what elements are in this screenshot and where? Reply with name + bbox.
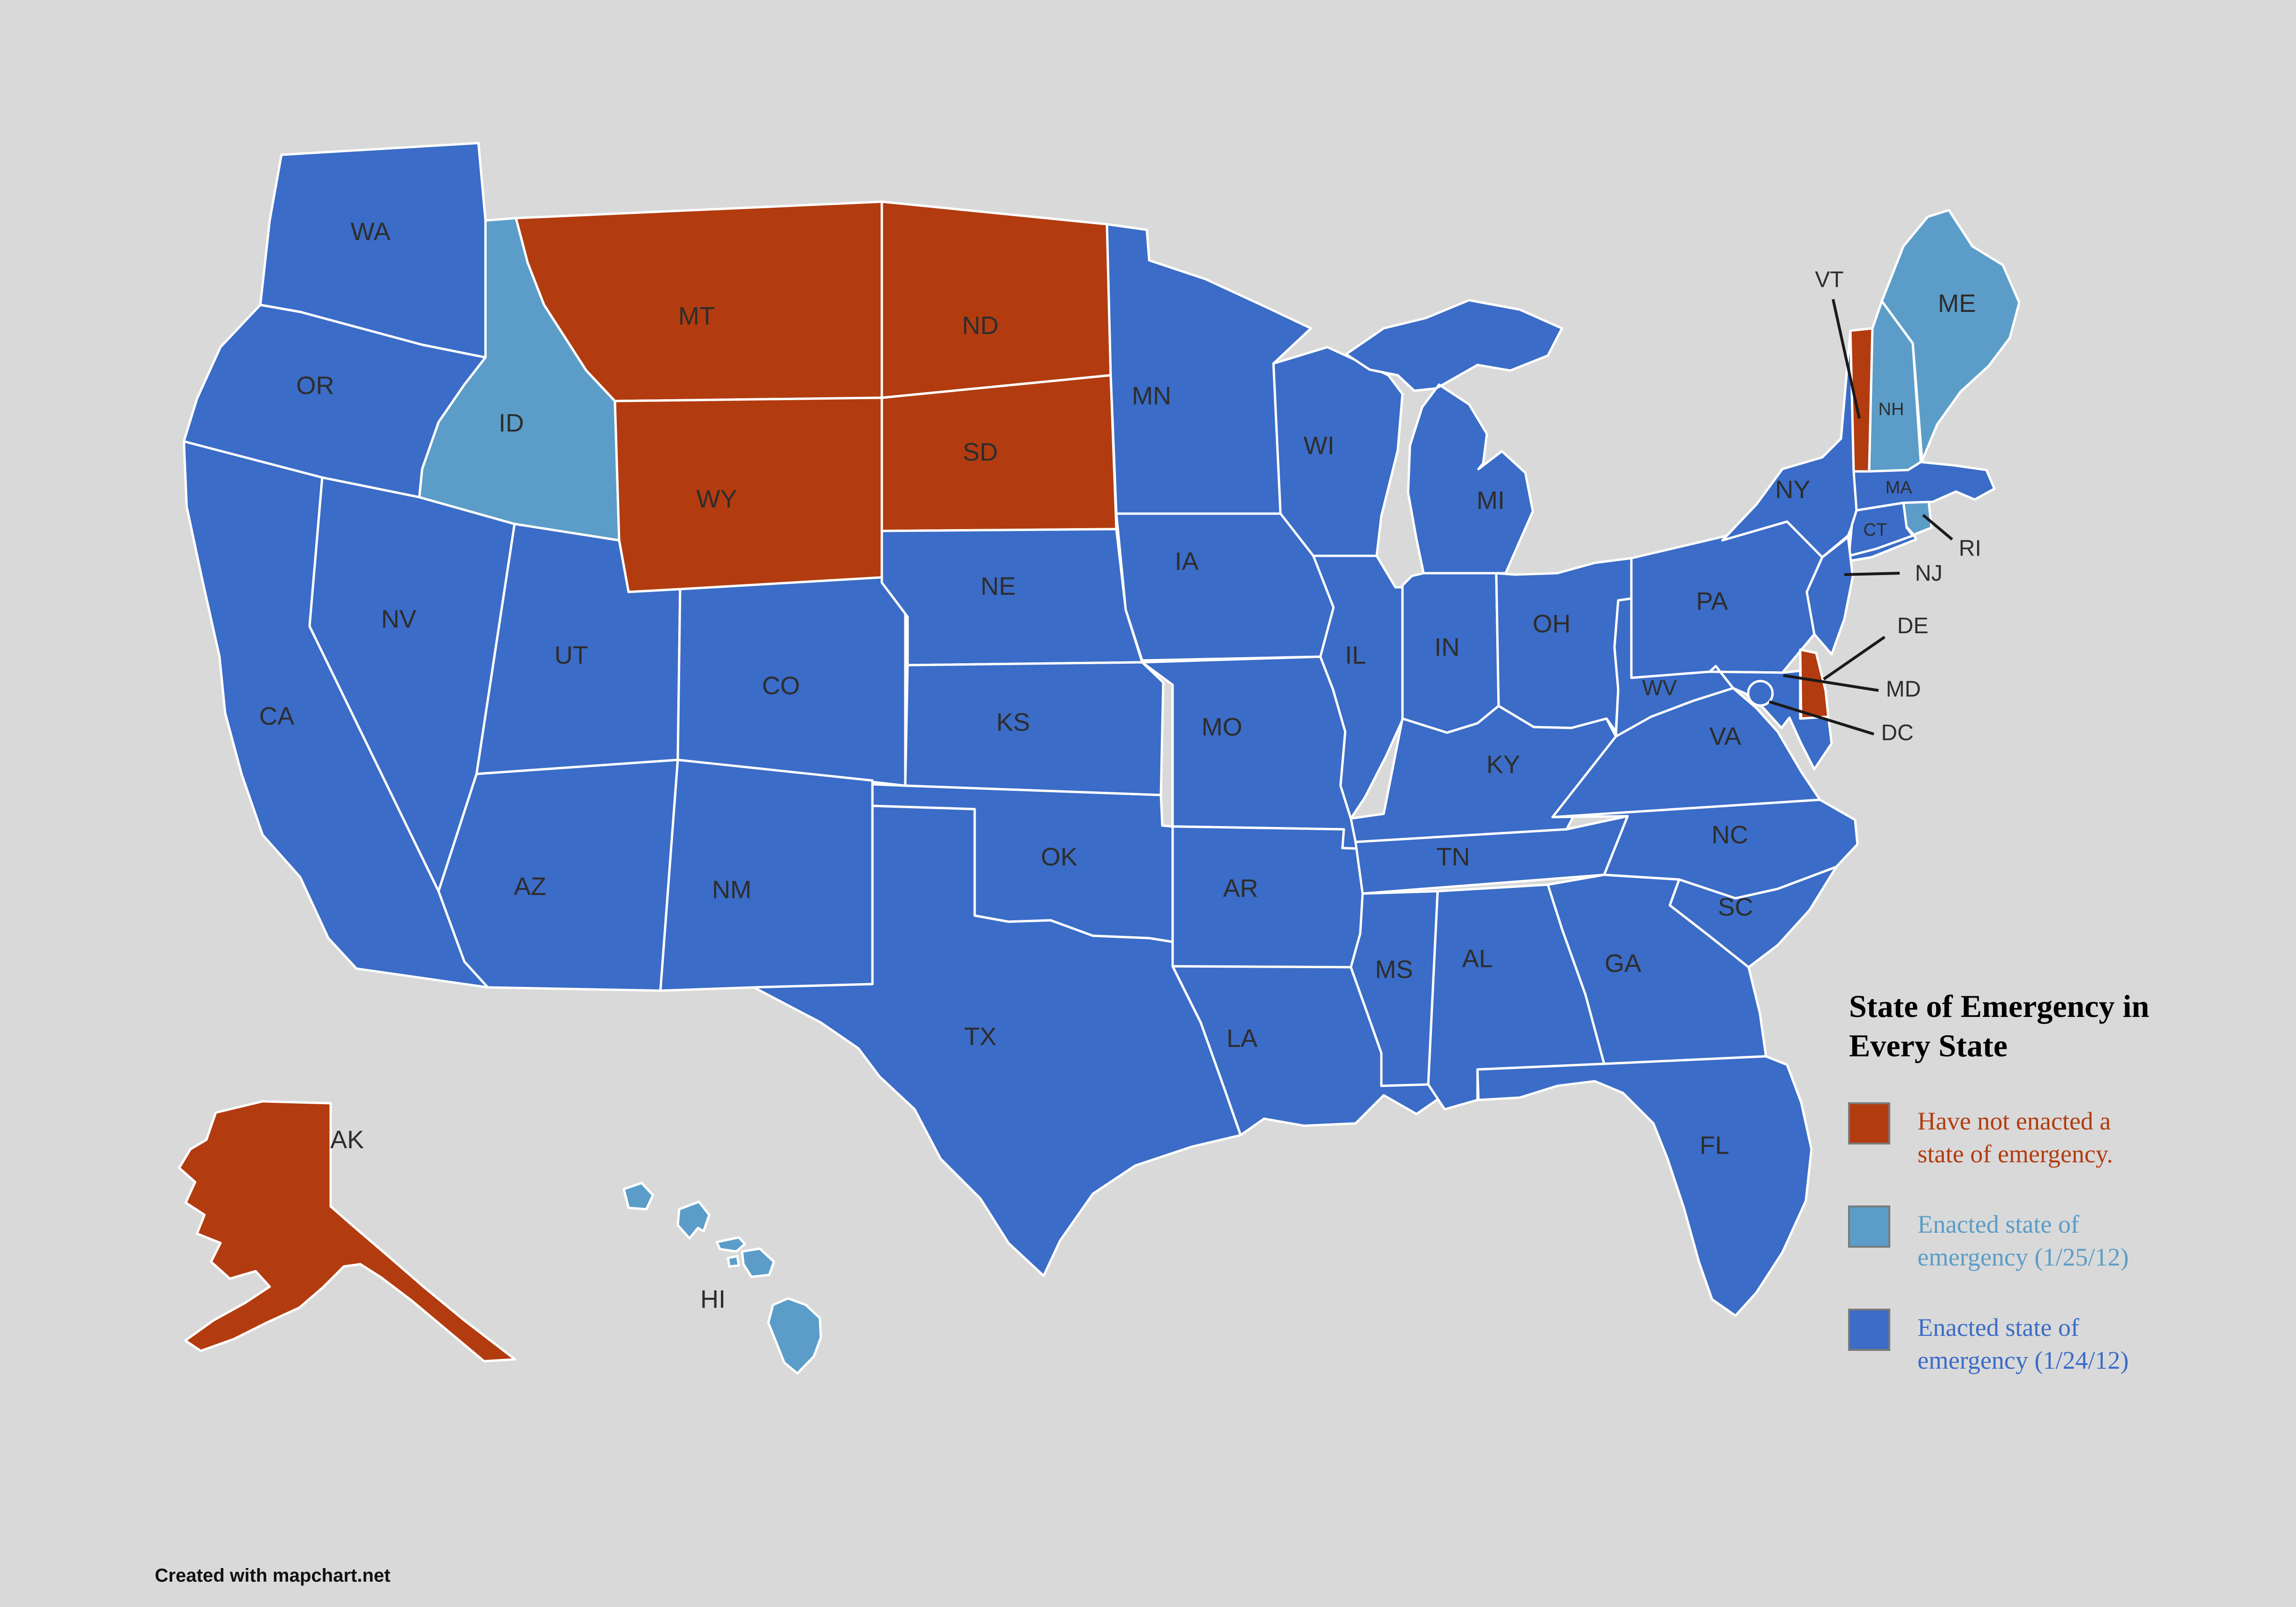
legend-title-line1: State of Emergency in — [1849, 988, 2149, 1024]
state-label-WI: WI — [1303, 432, 1334, 460]
state-NM[interactable] — [659, 758, 874, 992]
state-label-MO: MO — [1202, 713, 1243, 741]
state-DC[interactable] — [1747, 680, 1774, 707]
callout-label-DC: DC — [1881, 720, 1913, 745]
callout-line-DC — [1769, 700, 1874, 735]
state-label-MI: MI — [1477, 486, 1505, 515]
state-label-AZ: AZ — [514, 872, 546, 901]
state-HI[interactable] — [622, 1182, 822, 1375]
state-label-IL: IL — [1345, 641, 1366, 669]
state-FL[interactable] — [1476, 1055, 1813, 1317]
state-label-NC: NC — [1712, 821, 1748, 849]
state-label-VA: VA — [1709, 722, 1741, 750]
legend-label-not-enacted-line2: state of emergency. — [1917, 1140, 2113, 1168]
state-label-OK: OK — [1041, 843, 1077, 871]
state-AK[interactable] — [178, 1100, 516, 1363]
state-label-LA: LA — [1227, 1024, 1258, 1053]
state-label-OH: OH — [1533, 610, 1571, 638]
legend: State of Emergency in Every State Have n… — [1848, 988, 2149, 1374]
state-label-KS: KS — [996, 708, 1030, 736]
state-label-NH: NH — [1879, 400, 1904, 419]
state-label-OR: OR — [296, 371, 334, 400]
state-NJ[interactable] — [1805, 536, 1854, 656]
state-ME[interactable] — [1880, 209, 2021, 462]
callout-label-NJ: NJ — [1915, 561, 1943, 586]
labels-layer: WA OR CA NV ID MT WY UT CO AZ NM ND SD NE KS OK TX MN IA MO… — [259, 218, 1981, 1313]
state-label-CA: CA — [259, 702, 294, 730]
state-label-MA: MA — [1886, 478, 1913, 498]
state-label-AK: AK — [330, 1126, 364, 1154]
state-label-AL: AL — [1462, 945, 1493, 973]
legend-label-enacted-0125-line2: emergency (1/25/12) — [1917, 1243, 2129, 1271]
state-label-NE: NE — [980, 572, 1015, 600]
state-label-WV: WV — [1642, 675, 1677, 700]
state-label-SC: SC — [1718, 893, 1753, 921]
state-NC[interactable] — [1551, 798, 1859, 900]
state-label-ME: ME — [1938, 289, 1976, 318]
state-label-TX: TX — [964, 1023, 996, 1051]
state-label-IA: IA — [1175, 547, 1198, 576]
state-label-MN: MN — [1132, 382, 1171, 410]
state-label-ID: ID — [499, 409, 524, 437]
callout-line-NJ — [1844, 572, 1900, 576]
state-MN[interactable] — [1106, 223, 1312, 515]
callout-label-VT: VT — [1815, 267, 1843, 292]
callout-line-MD — [1783, 674, 1879, 692]
callout-label-DE: DE — [1897, 614, 1929, 638]
callout-layer — [1769, 299, 1953, 735]
state-label-UT: UT — [554, 641, 588, 669]
state-ND[interactable] — [880, 200, 1112, 399]
state-label-MS: MS — [1375, 955, 1413, 984]
callout-label-MD: MD — [1886, 677, 1921, 702]
callout-line-VT — [1832, 299, 1861, 419]
legend-label-not-enacted-line1: Have not enacted a — [1917, 1107, 2111, 1135]
state-AZ[interactable] — [437, 758, 679, 992]
state-label-PA: PA — [1696, 587, 1728, 615]
callout-line-RI — [1922, 514, 1953, 541]
legend-swatch-enacted-0124 — [1848, 1309, 1890, 1351]
callout-line-DE — [1823, 636, 1886, 681]
legend-label-enacted-0124-line2: emergency (1/24/12) — [1917, 1346, 2129, 1374]
state-label-NY: NY — [1775, 476, 1810, 504]
state-TX[interactable] — [752, 804, 1242, 1277]
legend-label-enacted-0125-line1: Enacted state of — [1917, 1210, 2079, 1238]
state-label-MT: MT — [678, 302, 715, 330]
state-label-TN: TN — [1436, 843, 1470, 871]
state-WY[interactable] — [614, 396, 883, 593]
state-label-CT: CT — [1864, 520, 1887, 540]
state-KS[interactable] — [904, 661, 1165, 796]
legend-swatch-not-enacted — [1848, 1102, 1890, 1145]
state-label-ND: ND — [962, 311, 999, 340]
state-MI[interactable] — [1345, 299, 1563, 575]
callout-label-RI: RI — [1959, 536, 1981, 561]
state-label-GA: GA — [1605, 949, 1641, 978]
state-SD[interactable] — [880, 374, 1118, 532]
state-AR[interactable] — [1171, 825, 1371, 969]
state-IL[interactable] — [1312, 554, 1404, 820]
state-MD[interactable] — [1708, 665, 1833, 771]
state-CT[interactable] — [1848, 501, 1914, 557]
states-layer — [178, 142, 2021, 1375]
footer-credit: Created with mapchart.net — [155, 1565, 390, 1586]
state-label-NV: NV — [381, 605, 416, 633]
state-label-HI: HI — [700, 1285, 726, 1313]
state-label-CO: CO — [762, 672, 800, 700]
state-OH[interactable] — [1495, 557, 1633, 733]
state-label-KY: KY — [1486, 750, 1520, 779]
state-label-AR: AR — [1223, 874, 1258, 902]
legend-title-line2: Every State — [1849, 1028, 2008, 1063]
legend-swatch-enacted-0125 — [1848, 1205, 1890, 1248]
state-label-FL: FL — [1699, 1131, 1729, 1160]
state-label-NM: NM — [712, 876, 751, 904]
state-label-WA: WA — [351, 218, 391, 246]
state-label-IN: IN — [1434, 633, 1460, 661]
legend-label-enacted-0124-line1: Enacted state of — [1917, 1313, 2079, 1342]
state-label-SD: SD — [962, 438, 998, 466]
state-label-WY: WY — [697, 485, 737, 513]
